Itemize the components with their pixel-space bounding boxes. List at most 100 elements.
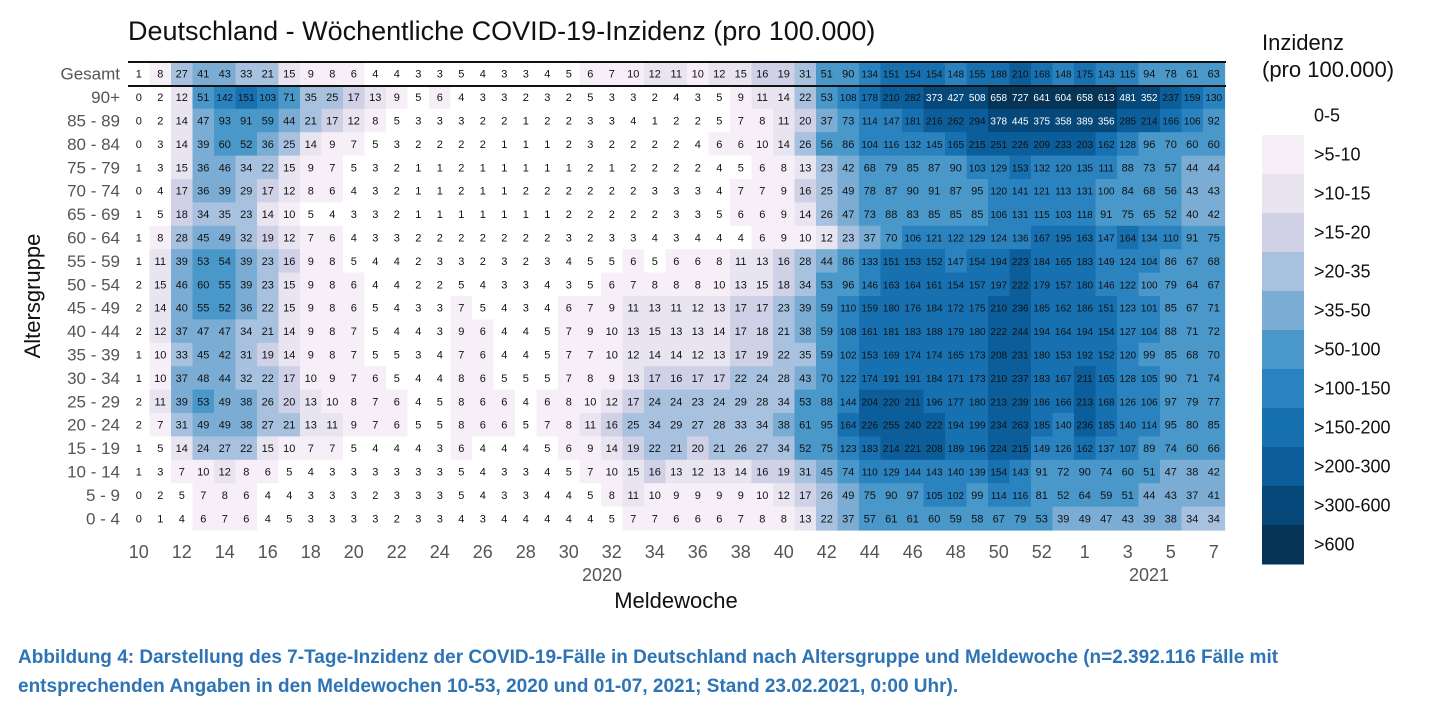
cell-value-label: 4	[738, 233, 744, 245]
cell-value-label: 19	[778, 467, 790, 479]
heatmap-cell	[128, 155, 151, 180]
cell-value-label: 149	[1098, 257, 1115, 268]
cell-value-label: 35	[219, 209, 231, 221]
heatmap-cell	[665, 413, 688, 437]
cell-value-label: 3	[501, 256, 507, 268]
cell-value-label: 2	[458, 162, 464, 174]
cell-value-label: 11	[671, 69, 682, 81]
heatmap-cell	[1160, 366, 1183, 391]
heatmap-cell	[1009, 483, 1032, 508]
cell-value-label: 36	[197, 186, 209, 198]
cell-value-label: 189	[947, 444, 964, 455]
heatmap-cell	[880, 483, 903, 508]
cell-value-label: 1	[136, 443, 142, 455]
cell-value-label: 126	[1055, 444, 1072, 455]
heatmap-cell	[988, 62, 1011, 86]
heatmap-cell	[708, 389, 731, 414]
row-label: 65 - 69	[67, 205, 120, 224]
cell-value-label: 11	[628, 303, 639, 315]
cell-value-label: 3	[480, 92, 486, 104]
cell-value-label: 4	[630, 116, 636, 128]
heatmap-cell	[988, 319, 1011, 344]
cell-value-label: 13	[799, 162, 811, 174]
heatmap-cell	[816, 413, 839, 437]
heatmap-cell	[644, 179, 667, 203]
cell-value-label: 68	[1186, 350, 1198, 362]
heatmap-cell	[343, 389, 366, 414]
cell-value-label: 2	[415, 279, 421, 291]
heatmap-cell	[235, 319, 258, 344]
heatmap-cell	[235, 272, 258, 297]
heatmap-cell	[257, 413, 280, 437]
heatmap-cell	[386, 436, 409, 461]
cell-value-label: 60	[219, 139, 231, 151]
cell-value-label: 99	[971, 490, 983, 502]
cell-value-label: 2	[415, 139, 421, 151]
cell-value-label: 42	[1208, 209, 1220, 221]
cell-value-label: 44	[1186, 162, 1198, 174]
heatmap-cell	[192, 366, 215, 391]
heatmap-cell	[1160, 389, 1183, 414]
heatmap-cell	[536, 389, 559, 414]
heatmap-cell	[343, 506, 366, 531]
heatmap-cell	[407, 249, 430, 274]
cell-value-label: 93	[219, 116, 231, 128]
heatmap-cell	[364, 436, 387, 461]
heatmap-cell	[1095, 85, 1118, 110]
cell-value-label: 1	[480, 186, 486, 198]
cell-value-label: 13	[649, 303, 661, 315]
cell-value-label: 9	[716, 490, 722, 502]
heatmap-cell	[235, 413, 258, 437]
heatmap-cell	[429, 506, 452, 531]
heatmap-cell	[493, 108, 516, 133]
cell-value-label: 34	[1186, 513, 1198, 525]
heatmap-cell	[278, 506, 301, 531]
cell-value-label: 4	[394, 443, 400, 455]
heatmap-cell	[945, 342, 968, 367]
heatmap-cell	[1009, 296, 1032, 320]
cell-value-label: 19	[262, 350, 274, 362]
row-label: 50 - 54	[67, 275, 120, 294]
heatmap-cell	[601, 108, 624, 133]
heatmap-cell	[601, 272, 624, 297]
cell-value-label: 31	[176, 420, 188, 432]
heatmap-cell	[321, 108, 344, 133]
cell-value-label: 38	[240, 396, 252, 408]
heatmap-cell	[343, 342, 366, 367]
cell-value-label: 74	[1165, 443, 1177, 455]
heatmap-cell	[837, 366, 860, 391]
cell-value-label: 97	[907, 490, 919, 502]
heatmap-cell	[192, 413, 215, 437]
heatmap-cell	[1009, 249, 1032, 274]
heatmap-cell	[902, 389, 925, 414]
heatmap-cell	[1138, 225, 1161, 250]
cell-value-label: 3	[372, 513, 378, 525]
heatmap-cell	[687, 132, 710, 157]
cell-value-label: 5	[415, 92, 421, 104]
heatmap-cell	[794, 85, 817, 110]
cell-value-label: 60	[1186, 443, 1198, 455]
cell-value-label: 91	[240, 116, 252, 128]
heatmap-cell	[816, 366, 839, 391]
heatmap-cell	[536, 459, 559, 484]
cell-value-label: 2	[157, 490, 163, 502]
heatmap-cell	[429, 272, 452, 297]
heatmap-cell	[278, 366, 301, 391]
heatmap-cell	[1009, 202, 1032, 227]
heatmap-cell	[257, 296, 280, 320]
cell-value-label: 6	[329, 233, 335, 245]
cell-value-label: 5	[609, 256, 615, 268]
heatmap-cell	[1138, 155, 1161, 180]
heatmap-cell	[429, 155, 452, 180]
heatmap-cell	[794, 436, 817, 461]
cell-value-label: 90	[842, 69, 854, 81]
cell-value-label: 167	[1033, 234, 1050, 245]
heatmap-cell	[493, 459, 516, 484]
cell-value-label: 21	[262, 69, 274, 81]
cell-value-label: 49	[842, 490, 854, 502]
row-label: 40 - 44	[67, 322, 120, 341]
heatmap-cell	[837, 249, 860, 274]
heatmap-cell	[923, 132, 946, 157]
cell-value-label: 106	[1141, 397, 1158, 408]
